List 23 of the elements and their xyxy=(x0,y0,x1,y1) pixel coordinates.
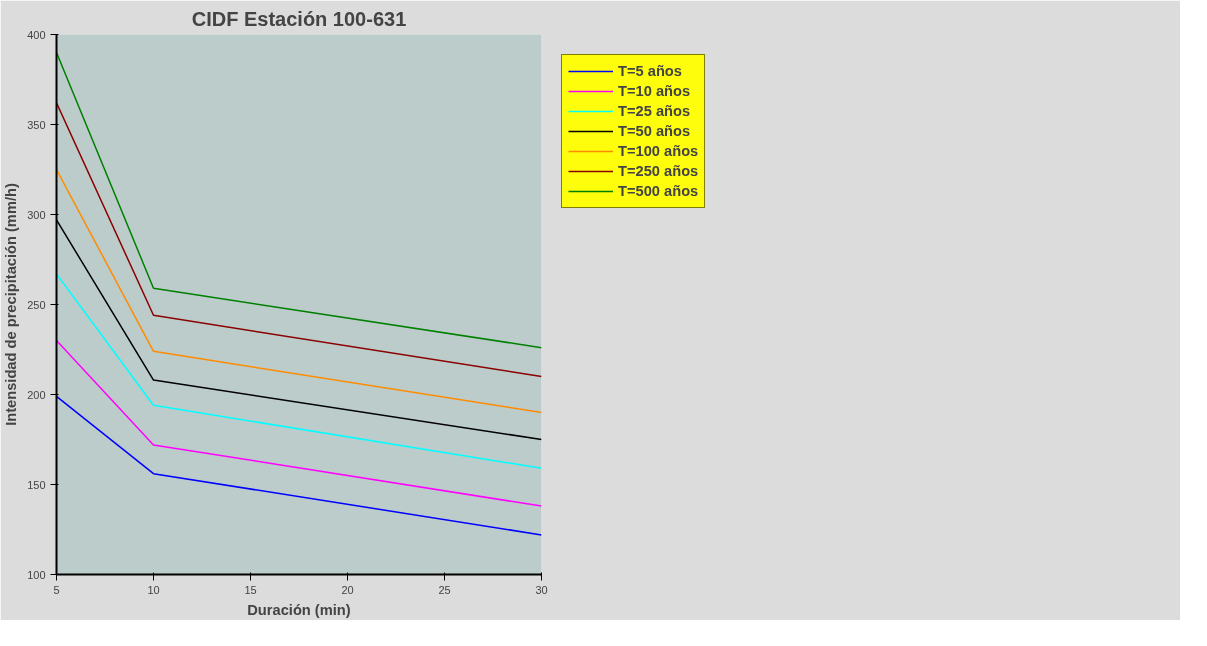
legend-label: T=500 años xyxy=(618,183,699,199)
x-tick-label: 20 xyxy=(341,583,354,596)
legend-label: T=100 años xyxy=(618,143,699,159)
x-tick-label: 25 xyxy=(438,583,451,596)
chart-title: CIDF Estación 100-631 xyxy=(191,7,407,30)
x-axis-title: Duración (min) xyxy=(247,601,351,618)
y-tick-label: 150 xyxy=(27,478,46,491)
y-tick-label: 100 xyxy=(27,568,46,581)
legend-label: T=5 años xyxy=(618,63,682,79)
legend-label: T=25 años xyxy=(618,103,691,119)
y-tick-label: 250 xyxy=(27,298,46,311)
y-tick-label: 350 xyxy=(27,118,46,131)
y-axis-title: Intensidad de precipitación (mm/h) xyxy=(3,183,20,426)
x-tick-label: 30 xyxy=(535,583,548,596)
x-tick-label: 15 xyxy=(244,583,257,596)
y-tick-label: 200 xyxy=(27,388,46,401)
legend-label: T=50 años xyxy=(618,123,691,139)
y-tick-label: 300 xyxy=(27,208,46,221)
legend-label: T=10 años xyxy=(618,83,691,99)
x-tick-label: 5 xyxy=(53,583,60,596)
x-tick-label: 10 xyxy=(147,583,160,596)
legend-label: T=250 años xyxy=(618,163,699,179)
y-tick-label: 400 xyxy=(27,28,46,41)
